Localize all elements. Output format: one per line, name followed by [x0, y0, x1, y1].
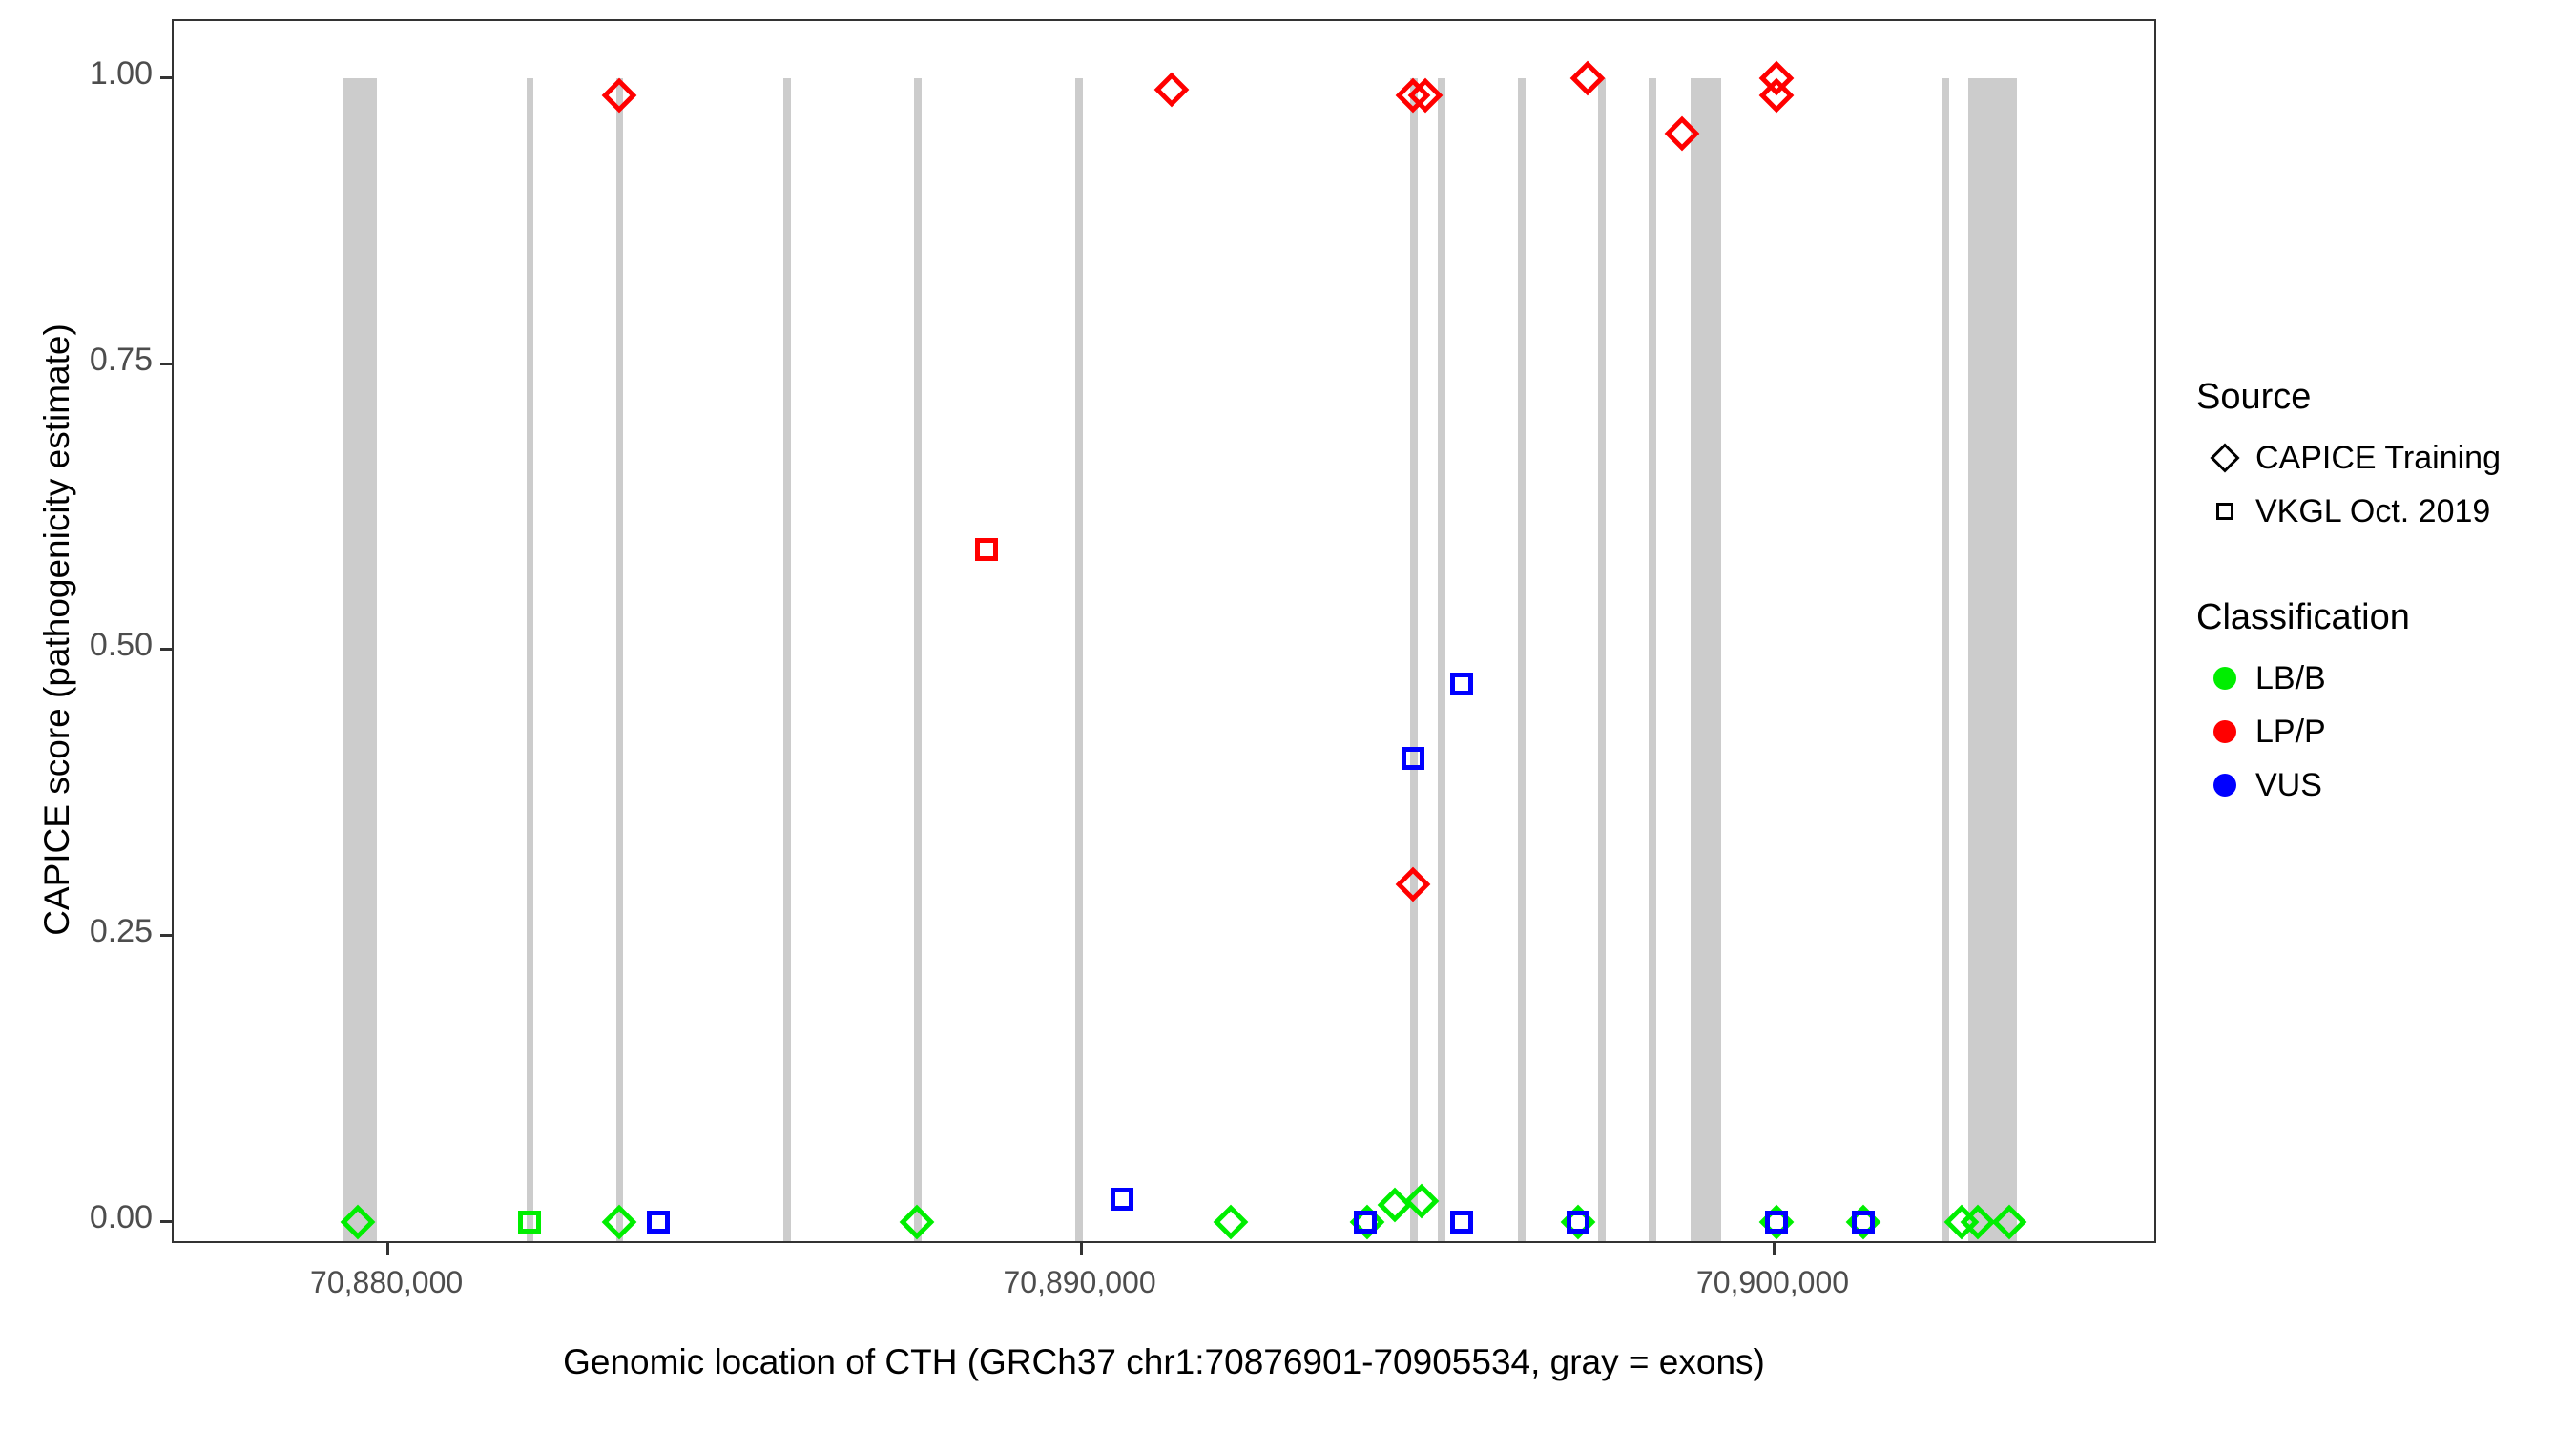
marker-glyph — [1153, 72, 1190, 108]
y-axis-tick — [160, 934, 172, 938]
y-axis-tick — [160, 362, 172, 365]
y-axis-tick-label: 0.50 — [89, 627, 153, 664]
legend-item-label: CAPICE Training — [2255, 439, 2501, 476]
legend-block: Classification LB/B LP/P VUS — [2194, 597, 2576, 812]
x-axis-title: Genomic location of CTH (GRCh37 chr1:708… — [563, 1341, 1765, 1381]
exon-band — [1968, 77, 2018, 1241]
marker-glyph — [1354, 1211, 1378, 1234]
marker-glyph — [601, 77, 637, 114]
legend-item[interactable]: LP/P — [2194, 705, 2576, 758]
marker-glyph — [1851, 1211, 1875, 1234]
marker-glyph — [900, 1204, 935, 1240]
marker-glyph — [1401, 747, 1424, 771]
legend-container: Source CAPICE Training VKGL Oct. 2019 Class… — [2194, 377, 2576, 871]
y-axis-tick-label: 0.25 — [89, 913, 153, 950]
dot-key-icon — [2194, 758, 2255, 812]
marker-glyph — [1567, 1211, 1590, 1234]
legend-item[interactable]: VUS — [2194, 758, 2576, 812]
marker-glyph — [1395, 866, 1431, 902]
legend-key-glyph — [2213, 720, 2236, 743]
x-axis-tick — [1772, 1243, 1776, 1255]
exon-band — [1597, 77, 1606, 1241]
x-axis-tick — [1079, 1243, 1083, 1255]
exon-band — [1437, 77, 1445, 1241]
exon-band — [343, 77, 377, 1241]
marker-glyph — [975, 537, 999, 561]
plot-panel — [172, 19, 2156, 1243]
exon-band — [1518, 77, 1527, 1241]
legend-item-label: LB/B — [2255, 659, 2326, 696]
x-axis-tick-label: 70,890,000 — [1003, 1265, 1156, 1299]
y-axis-tick-label: 0.00 — [89, 1199, 153, 1236]
legend-key-glyph — [2216, 503, 2233, 520]
marker-glyph — [1765, 1211, 1789, 1234]
legend-title: Source — [2196, 377, 2312, 417]
x-axis-tick — [386, 1243, 390, 1255]
x-axis-tick-label: 70,900,000 — [1695, 1265, 1850, 1299]
marker-glyph — [518, 1211, 542, 1234]
legend-item[interactable]: LB/B — [2194, 652, 2576, 705]
y-axis-tick — [160, 75, 172, 79]
diamond-key-icon — [2194, 431, 2255, 485]
legend-item-label: VUS — [2255, 766, 2322, 803]
legend-item-label: LP/P — [2255, 713, 2326, 750]
legend-item[interactable]: CAPICE Training — [2194, 431, 2576, 485]
marker-glyph — [1450, 1211, 1474, 1234]
marker-glyph — [1213, 1204, 1249, 1240]
plot-area — [174, 21, 2154, 1241]
legend-key-glyph — [2213, 667, 2236, 690]
y-axis-tick-label: 0.75 — [89, 341, 153, 378]
exon-band — [1075, 77, 1083, 1241]
exon-band — [783, 77, 792, 1241]
marker-glyph — [1110, 1188, 1133, 1212]
exon-band — [914, 77, 923, 1241]
exon-band — [616, 77, 624, 1241]
dot-key-icon — [2194, 705, 2255, 758]
y-axis-tick-label: 1.00 — [89, 54, 153, 92]
legend-item-label: VKGL Oct. 2019 — [2255, 492, 2491, 529]
legend-key-glyph — [2210, 443, 2240, 473]
legend-item[interactable]: VKGL Oct. 2019 — [2194, 485, 2576, 538]
x-axis-tick-label: 70,880,000 — [310, 1265, 464, 1299]
exon-band — [1942, 77, 1950, 1241]
legend-key-glyph — [2213, 774, 2236, 797]
y-axis-tick — [160, 648, 172, 652]
marker-glyph — [1449, 673, 1473, 696]
legend-block: Source CAPICE Training VKGL Oct. 2019 — [2194, 377, 2576, 538]
y-axis-tick — [160, 1220, 172, 1224]
legend-title: Classification — [2196, 597, 2410, 637]
exon-band — [1648, 77, 1656, 1241]
marker-glyph — [646, 1211, 670, 1234]
marker-glyph — [1403, 1184, 1439, 1219]
exon-band — [1409, 77, 1418, 1241]
marker-glyph — [601, 1204, 637, 1240]
dot-key-icon — [2194, 652, 2255, 705]
exon-band — [1691, 77, 1722, 1241]
square-key-icon — [2194, 485, 2255, 538]
exon-band — [526, 77, 533, 1241]
